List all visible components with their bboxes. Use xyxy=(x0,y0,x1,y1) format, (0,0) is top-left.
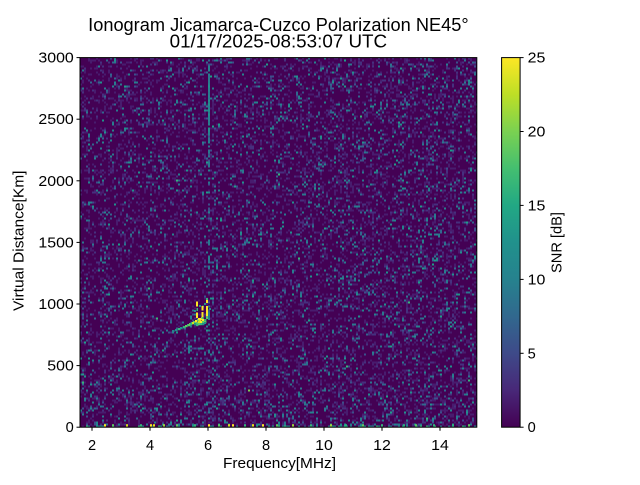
svg-text:10: 10 xyxy=(528,272,546,288)
svg-text:4: 4 xyxy=(146,438,154,454)
svg-text:2: 2 xyxy=(88,438,96,454)
svg-text:500: 500 xyxy=(47,359,74,375)
svg-text:20: 20 xyxy=(528,125,546,141)
svg-text:Ionogram Jicamarca-Cuzco Polar: Ionogram Jicamarca-Cuzco Polarization NE… xyxy=(88,15,469,35)
svg-text:3000: 3000 xyxy=(38,51,73,67)
svg-text:01/17/2025-08:53:07 UTC: 01/17/2025-08:53:07 UTC xyxy=(170,32,388,52)
svg-text:5: 5 xyxy=(528,346,536,362)
svg-text:1000: 1000 xyxy=(38,297,73,313)
svg-text:0: 0 xyxy=(66,420,74,436)
svg-text:15: 15 xyxy=(528,198,546,214)
svg-text:0: 0 xyxy=(528,420,536,436)
svg-text:Frequency[MHz]: Frequency[MHz] xyxy=(223,456,336,472)
svg-text:Virtual Distance[Km]: Virtual Distance[Km] xyxy=(11,171,27,311)
svg-text:6: 6 xyxy=(204,438,212,454)
svg-text:2000: 2000 xyxy=(38,174,73,190)
svg-text:SNR [dB]: SNR [dB] xyxy=(549,212,565,273)
svg-text:14: 14 xyxy=(431,438,449,454)
svg-text:12: 12 xyxy=(373,438,391,454)
svg-text:8: 8 xyxy=(262,438,270,454)
svg-text:1500: 1500 xyxy=(38,235,73,251)
svg-text:2500: 2500 xyxy=(38,112,73,128)
svg-text:25: 25 xyxy=(528,51,546,67)
svg-text:10: 10 xyxy=(315,438,333,454)
